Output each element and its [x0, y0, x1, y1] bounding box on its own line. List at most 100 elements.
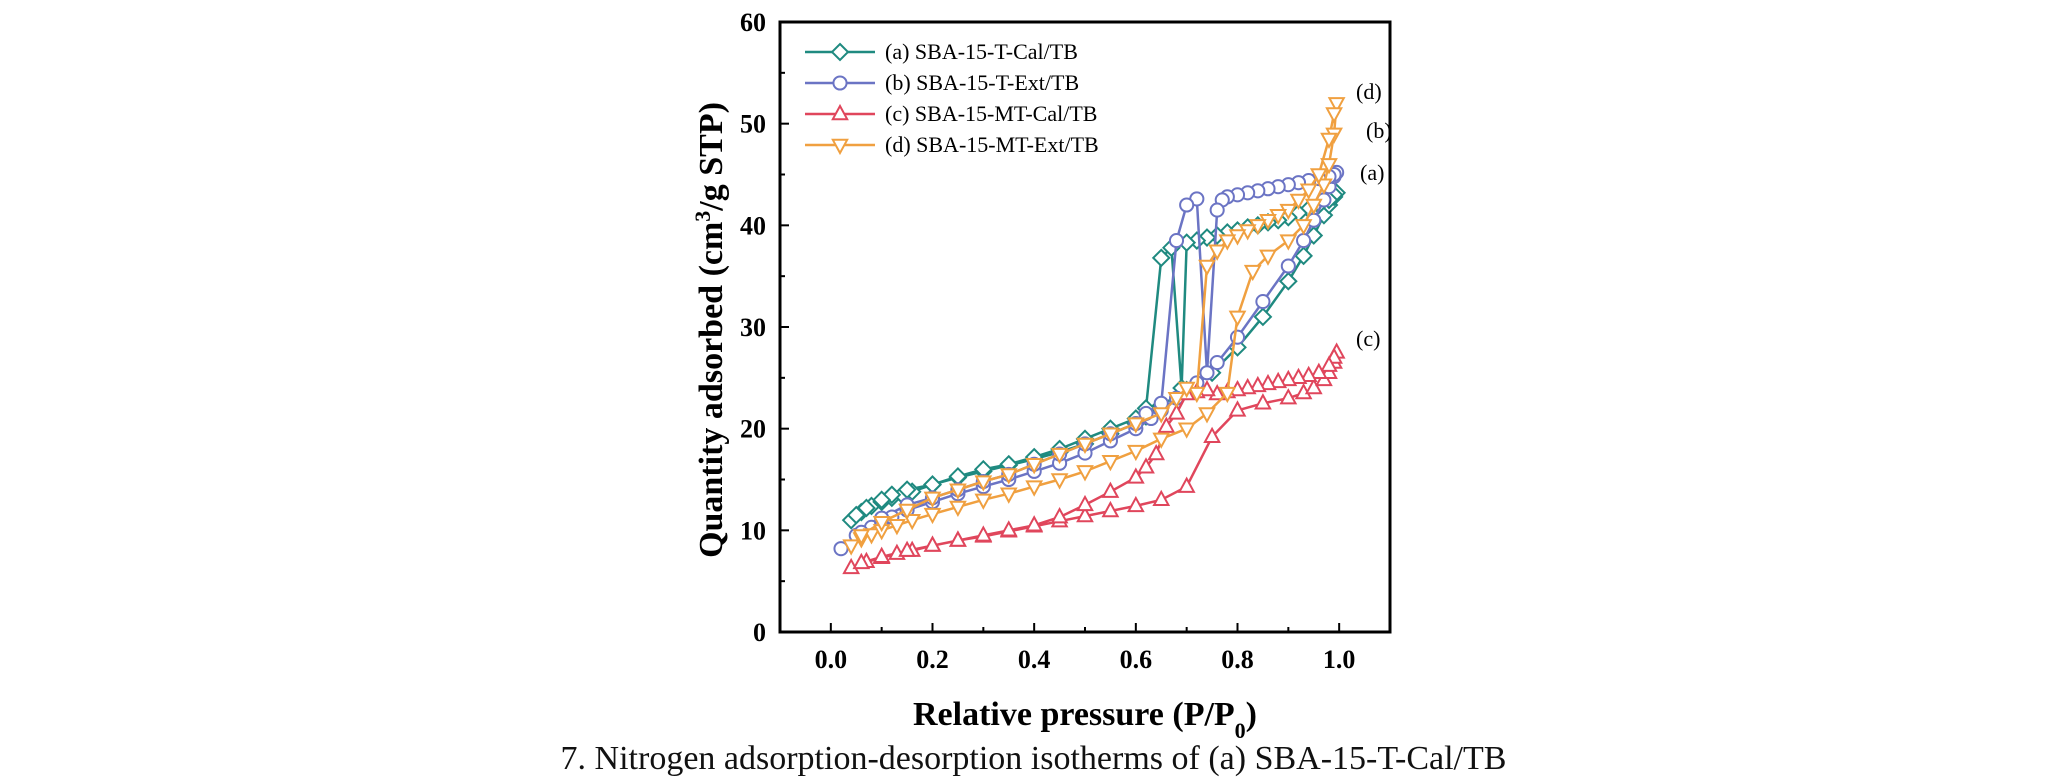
- end-label-b: (b): [1366, 118, 1392, 143]
- data-point: [1187, 386, 1206, 404]
- data-point: [999, 487, 1018, 504]
- data-point: [903, 513, 922, 531]
- data-point: [1304, 377, 1323, 395]
- x-tick-label: 1.0: [1323, 645, 1356, 674]
- data-point: [974, 475, 993, 492]
- data-point: [1147, 443, 1166, 461]
- x-axis-title-subscript: 0: [1235, 718, 1246, 743]
- legend-item: (c) SBA-15-MT-Cal/TB: [805, 101, 1097, 126]
- data-point: [1152, 407, 1171, 424]
- data-point: [1320, 132, 1338, 150]
- data-point: [974, 493, 993, 510]
- legend: (a) SBA-15-T-Cal/TB (b) SBA-15-T-Ext/TB (c…: [805, 39, 1099, 157]
- y-tick-label: 50: [740, 110, 766, 139]
- data-point: [1255, 294, 1271, 310]
- data-point: [1280, 258, 1296, 274]
- data-point: [1248, 375, 1267, 393]
- data-point: [1294, 246, 1313, 266]
- x-tick-label: 0.4: [1018, 645, 1051, 674]
- legend-marker: [830, 42, 850, 62]
- y-tick-label: 20: [740, 415, 766, 444]
- y-axis-title-main: Quantity adsorbed (cm: [693, 222, 730, 558]
- data-point: [1325, 107, 1343, 124]
- plot-layer: [833, 97, 1347, 575]
- data-point: [1198, 259, 1216, 277]
- data-point: [1259, 249, 1277, 266]
- y-tick-label: 0: [753, 618, 766, 647]
- data-point: [999, 520, 1018, 537]
- data-point: [1253, 307, 1273, 327]
- data-point: [1025, 515, 1044, 532]
- data-point: [852, 552, 871, 570]
- data-point: [1320, 158, 1338, 175]
- data-point: [1076, 465, 1094, 482]
- data-point: [1289, 193, 1308, 211]
- data-point: [898, 503, 916, 521]
- legend-label: (c) SBA-15-MT-Cal/TB: [885, 101, 1097, 126]
- data-point: [1050, 473, 1069, 490]
- data-point: [1228, 310, 1247, 327]
- data-point: [1152, 432, 1171, 449]
- data-point: [872, 546, 891, 563]
- data-point: [1279, 388, 1298, 405]
- data-point: [1327, 97, 1346, 114]
- data-point: [1228, 400, 1247, 417]
- end-label-d: (d): [1356, 79, 1382, 104]
- series-end-labels: (a) (b) (c) (d): [1356, 79, 1392, 351]
- data-point: [1177, 381, 1196, 399]
- data-point: [1167, 391, 1186, 409]
- data-point: [872, 490, 892, 510]
- data-point: [1296, 233, 1312, 249]
- data-point: [1101, 427, 1120, 444]
- data-point: [1198, 407, 1216, 424]
- data-point: [1076, 437, 1094, 455]
- data-point: [949, 530, 967, 547]
- data-point: [1126, 444, 1145, 462]
- data-point: [1279, 369, 1298, 387]
- data-point: [1238, 377, 1257, 395]
- x-axis-title: Relative pressure (P/P0): [913, 696, 1257, 743]
- data-point: [898, 540, 916, 557]
- data-point: [923, 491, 942, 508]
- data-point: [1137, 457, 1155, 474]
- x-tick-label: 0.0: [815, 645, 848, 674]
- data-point: [1101, 455, 1120, 472]
- data-point: [1177, 476, 1196, 493]
- data-point: [1218, 234, 1237, 251]
- legend-item: (a) SBA-15-T-Cal/TB: [805, 39, 1078, 64]
- data-point: [1101, 481, 1120, 498]
- legend-marker: [832, 75, 848, 91]
- x-axis-title-close: ): [1246, 696, 1257, 733]
- data-point: [842, 539, 861, 556]
- figure-caption: 7. Nitrogen adsorption-desorption isothe…: [560, 740, 1507, 777]
- data-point: [1299, 183, 1318, 200]
- legend-marker: [831, 138, 849, 156]
- data-point: [1209, 355, 1225, 371]
- data-point: [1151, 248, 1171, 268]
- data-point: [1157, 416, 1176, 433]
- y-axis-title-rest: /g STP): [693, 102, 730, 212]
- data-point: [1126, 417, 1145, 434]
- data-point: [1177, 422, 1196, 439]
- data-point: [1025, 480, 1044, 497]
- data-point: [949, 483, 967, 500]
- end-label-a: (a): [1360, 160, 1384, 185]
- series-d: [842, 97, 1346, 556]
- data-point: [1278, 271, 1298, 291]
- data-point: [1101, 500, 1120, 518]
- data-point: [923, 507, 942, 525]
- data-point: [1126, 495, 1145, 513]
- data-point: [1167, 403, 1186, 420]
- y-tick-label: 10: [740, 516, 766, 545]
- data-point: [1254, 393, 1272, 410]
- x-tick-label: 0.6: [1120, 645, 1153, 674]
- data-point: [1076, 494, 1094, 512]
- data-point: [1199, 365, 1215, 381]
- data-point: [1168, 233, 1185, 249]
- end-label-c: (c): [1356, 326, 1380, 351]
- data-point: [1218, 386, 1237, 404]
- x-tick-label: 0.2: [916, 645, 949, 674]
- data-point: [1289, 367, 1308, 385]
- data-point: [1203, 426, 1221, 443]
